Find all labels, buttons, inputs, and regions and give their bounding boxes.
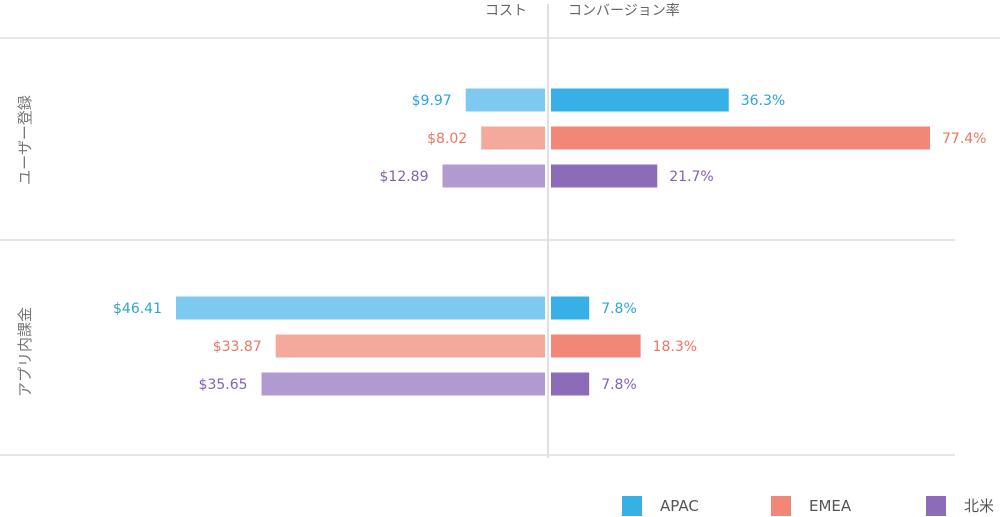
conversion-label: 36.3% bbox=[741, 93, 785, 109]
panel-title-conversion: コンバージョン率 bbox=[568, 2, 680, 19]
conversion-bar bbox=[551, 88, 729, 112]
legend-label: APAC bbox=[660, 497, 699, 515]
legend-label: EMEA bbox=[809, 497, 852, 515]
conversion-bar bbox=[551, 164, 658, 188]
conversion-label: 7.8% bbox=[601, 377, 637, 393]
conversion-label: 7.8% bbox=[601, 301, 637, 317]
conversion-bar bbox=[551, 296, 590, 320]
panel-title-cost: コスト bbox=[485, 3, 527, 19]
cost-label: $33.87 bbox=[213, 339, 262, 355]
conversion-bar bbox=[551, 334, 641, 358]
conversion-label: 21.7% bbox=[669, 169, 713, 185]
conversion-label: 18.3% bbox=[653, 339, 697, 355]
conversion-bar bbox=[551, 372, 590, 396]
cost-bar bbox=[465, 88, 545, 112]
cost-bar bbox=[481, 126, 545, 150]
conversion-bar bbox=[551, 126, 930, 150]
legend-swatch bbox=[926, 496, 946, 516]
cost-bar bbox=[442, 164, 545, 188]
cost-label: $8.02 bbox=[427, 131, 467, 147]
category-label: アプリ内課金 bbox=[16, 307, 34, 397]
cost-bar bbox=[275, 334, 545, 358]
cost-bar bbox=[261, 372, 545, 396]
cost-label: $12.89 bbox=[380, 169, 429, 185]
conversion-label: 77.4% bbox=[942, 131, 986, 147]
cost-label: $35.65 bbox=[199, 377, 248, 393]
cost-label: $46.41 bbox=[113, 301, 162, 317]
legend-label: 北米 bbox=[964, 497, 994, 515]
cost-bar bbox=[176, 296, 545, 320]
legend-swatch bbox=[622, 496, 642, 516]
category-label: ユーザー登録 bbox=[16, 95, 34, 185]
cost-label: $9.97 bbox=[412, 93, 452, 109]
legend-swatch bbox=[771, 496, 791, 516]
